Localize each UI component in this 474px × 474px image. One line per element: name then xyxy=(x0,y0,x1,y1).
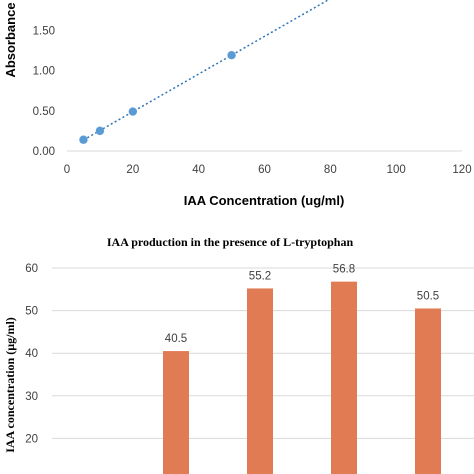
bar-chart-title: IAA production in the presence of L-tryp… xyxy=(107,235,354,249)
bar xyxy=(163,351,189,474)
scatter-point xyxy=(95,126,105,136)
scatter-y-axis-title: Absorbance xyxy=(3,2,18,77)
scatter-y-tick-label: 0.50 xyxy=(33,106,55,118)
scatter-point xyxy=(227,51,236,60)
scatter-x-tick-label: 80 xyxy=(324,164,337,176)
bar-data-label: 50.5 xyxy=(417,290,439,302)
scatter-y-tick-label: 1.50 xyxy=(33,25,55,37)
scatter-y-tick-label: 1.00 xyxy=(33,66,55,78)
scatter-x-tick-label: 0 xyxy=(64,164,70,176)
iaa-production-chart: IAA production in the presence of L-tryp… xyxy=(3,235,474,474)
scatter-y-tick-labels: 0.00 0.50 1.00 1.50 xyxy=(33,25,55,158)
scatter-x-tick-label: 20 xyxy=(126,164,139,176)
scatter-point xyxy=(128,107,138,116)
bar-data-label: 40.5 xyxy=(165,333,187,345)
scatter-x-tick-label: 100 xyxy=(387,164,406,176)
scatter-y-tick-label: 0.00 xyxy=(33,146,55,158)
scatter-x-tick-label: 40 xyxy=(192,164,205,176)
bar-data-label: 55.2 xyxy=(249,270,271,282)
bar-y-tick-label: 40 xyxy=(25,348,38,360)
scatter-x-axis-title: IAA Concentration (ug/ml) xyxy=(184,193,345,208)
standard-curve-chart: 0 20 40 60 80 100 120 0.00 0.50 1.00 1.50 IAA Con… xyxy=(3,0,472,208)
bar-y-axis-title: IAA concentration (µg/ml) xyxy=(3,317,17,453)
bar xyxy=(415,308,441,474)
bar-data-label: 56.8 xyxy=(333,264,355,276)
scatter-trendline xyxy=(83,0,330,141)
bar-y-tick-label: 60 xyxy=(25,263,38,275)
bar-y-tick-label: 50 xyxy=(25,306,38,318)
bar-data-labels: 40.5 55.2 56.8 50.5 xyxy=(165,264,439,345)
scatter-points xyxy=(79,51,236,144)
scatter-x-tick-label: 120 xyxy=(452,164,471,176)
scatter-x-tick-label: 60 xyxy=(258,164,271,176)
bar xyxy=(247,288,273,474)
scatter-point xyxy=(79,135,88,144)
bar-y-tick-label: 30 xyxy=(25,391,38,403)
bars xyxy=(163,281,441,474)
bar-y-tick-labels: 20 30 40 50 60 xyxy=(25,263,38,445)
scatter-x-tick-labels: 0 20 40 60 80 100 120 xyxy=(64,164,472,176)
bar xyxy=(331,281,357,474)
bar-y-tick-label: 20 xyxy=(25,433,38,445)
